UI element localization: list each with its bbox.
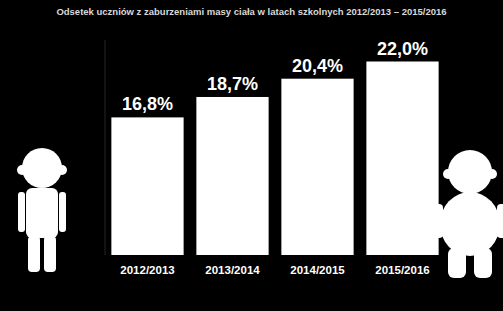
y-axis-line [105, 40, 106, 255]
bar [281, 79, 353, 255]
x-tick-label: 2012/2013 [120, 264, 174, 276]
x-tick-label: 2013/2014 [205, 264, 260, 276]
fat-child-icon [434, 150, 503, 278]
data-label: 22,0% [377, 39, 428, 59]
x-tick-label: 2014/2015 [290, 264, 345, 276]
bar [366, 62, 438, 256]
data-label: 16,8% [122, 94, 173, 114]
title: Odsetek uczniów z zaburzeniami masy ciał… [56, 6, 446, 17]
bar [196, 97, 268, 255]
bar [111, 117, 183, 255]
background [0, 0, 503, 311]
data-label: 18,7% [207, 74, 258, 94]
thin-child-icon [17, 148, 67, 272]
chart-svg: Odsetek uczniów z zaburzeniami masy ciał… [0, 0, 503, 311]
chart: Odsetek uczniów z zaburzeniami masy ciał… [0, 0, 503, 311]
bars [111, 62, 438, 256]
data-label: 20,4% [292, 56, 343, 76]
x-tick-label: 2015/2016 [375, 264, 429, 276]
